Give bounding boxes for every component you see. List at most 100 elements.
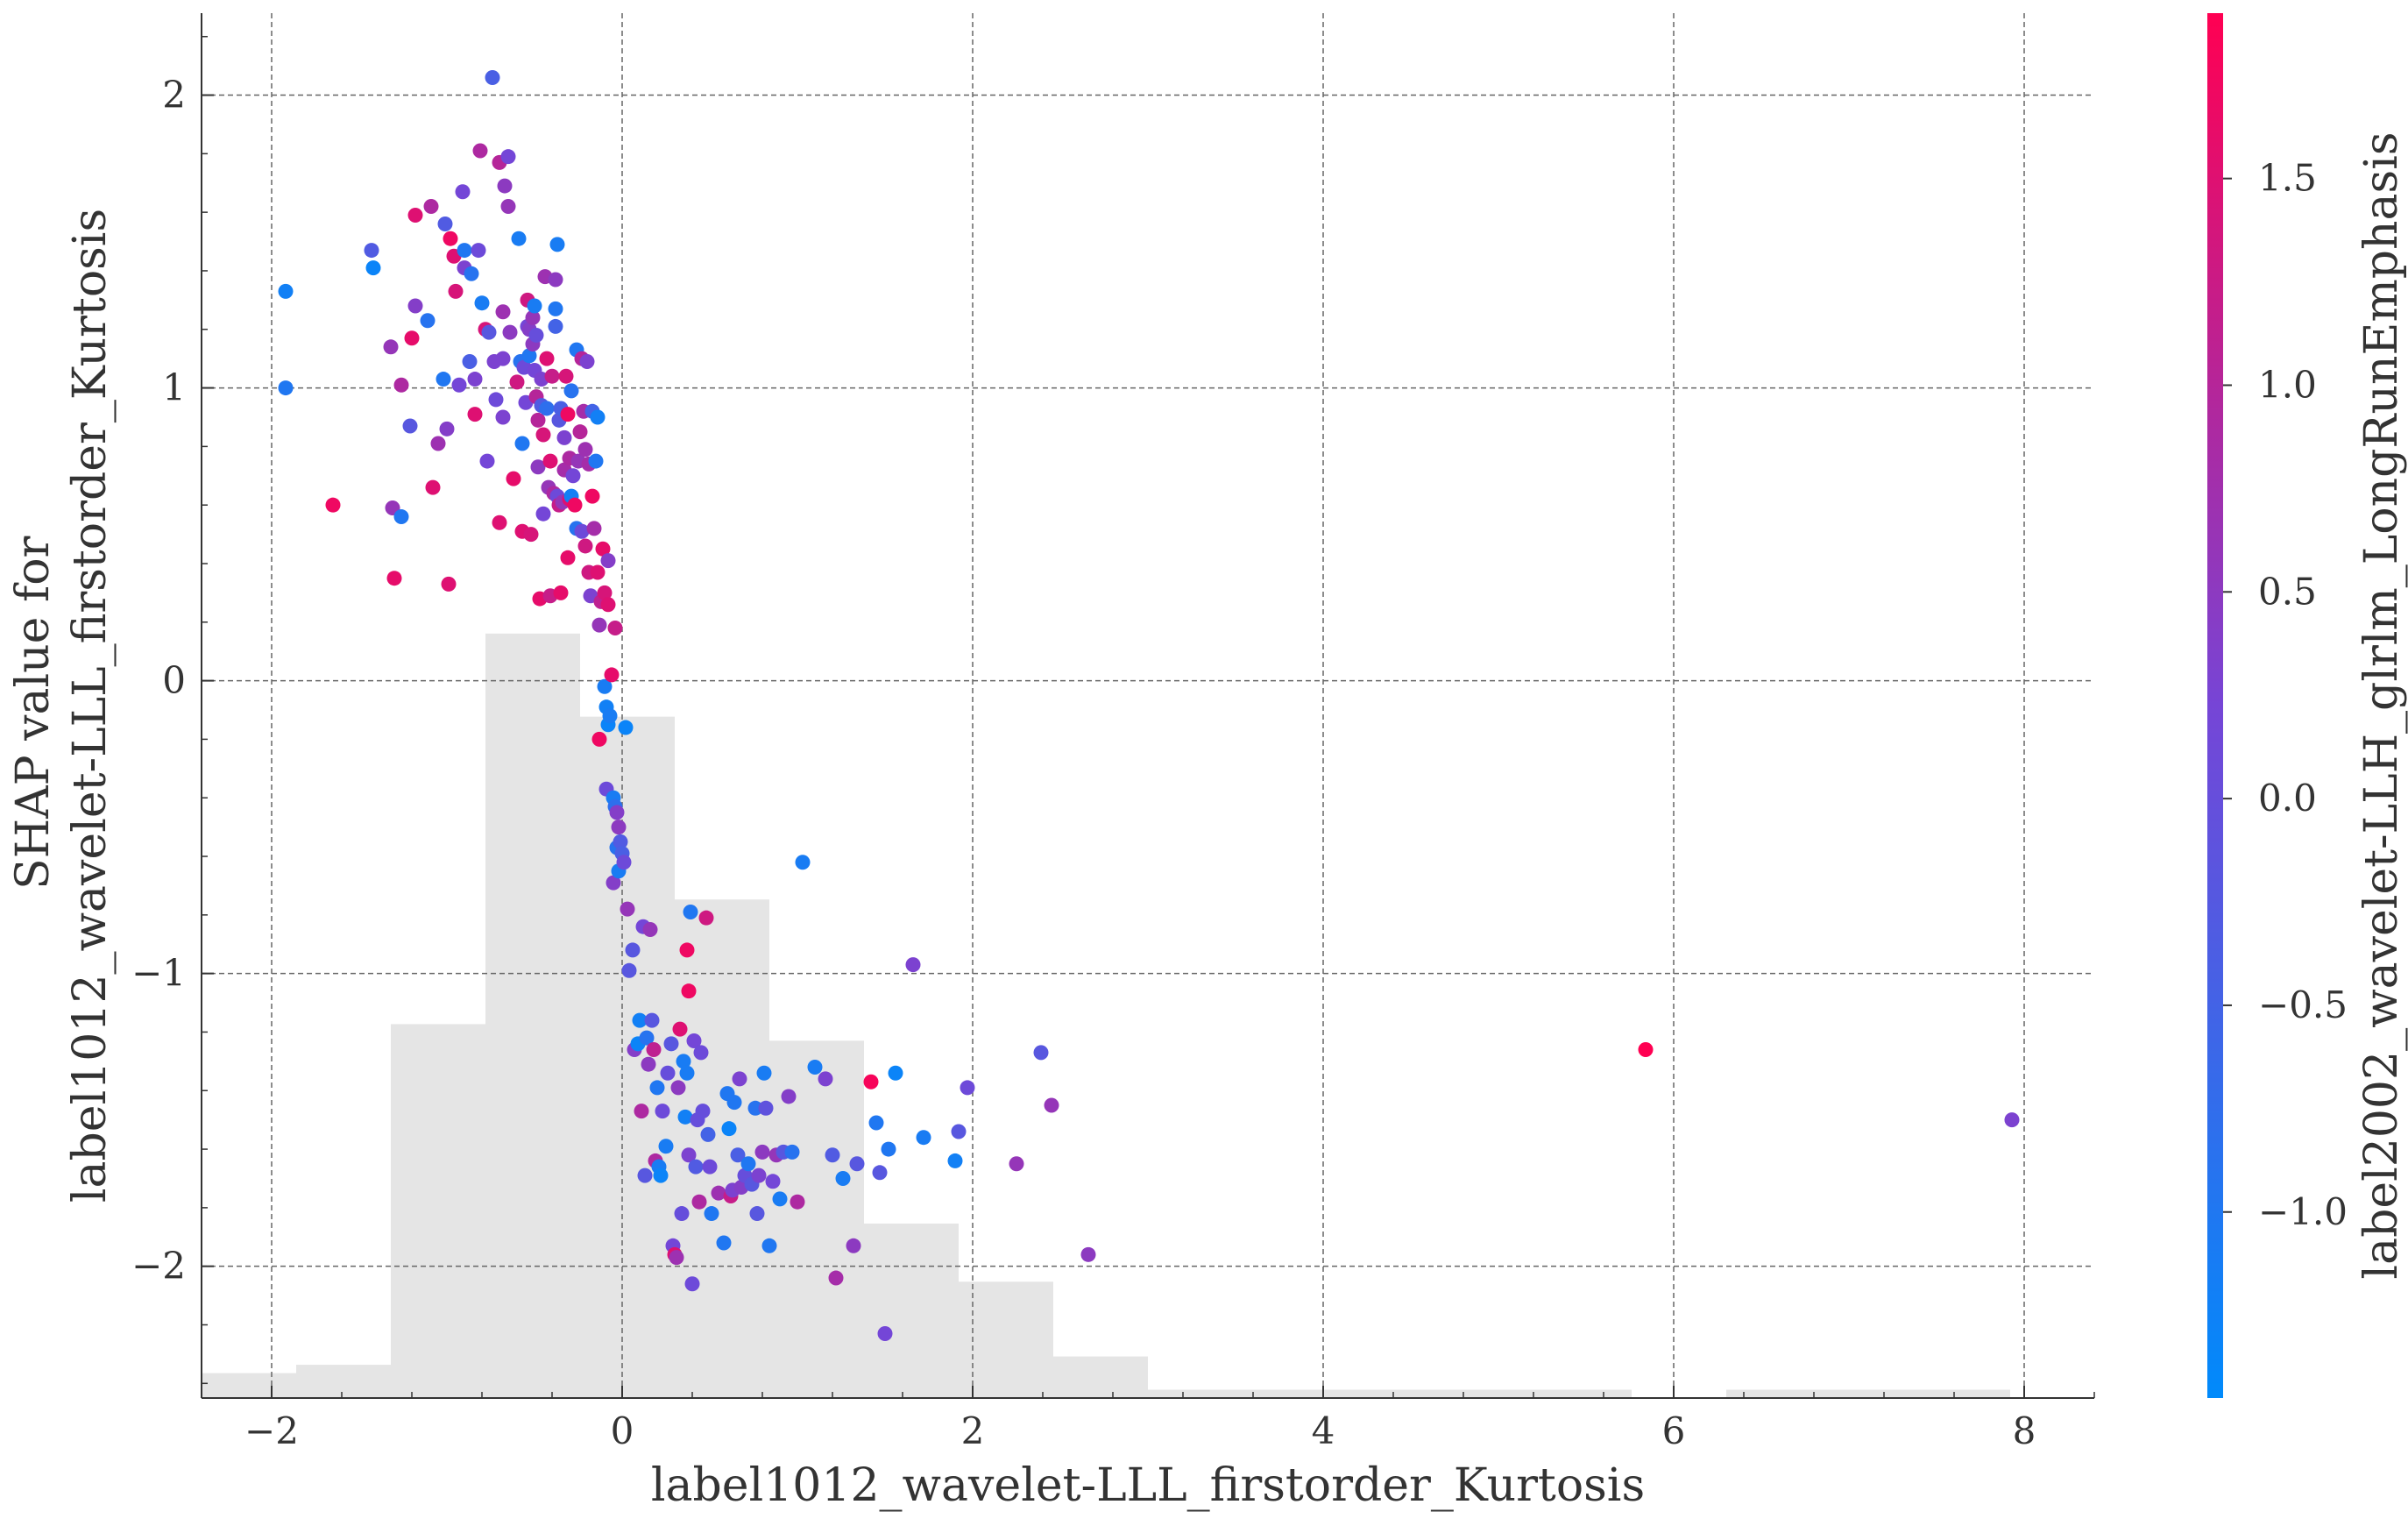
scatter-point (621, 962, 637, 978)
scatter-point (462, 354, 478, 370)
x-tick-label: 6 (1662, 1409, 1686, 1452)
scatter-point (514, 436, 530, 451)
scatter-point (872, 1165, 888, 1181)
scatter-point (439, 421, 455, 437)
scatter-point (443, 231, 458, 246)
colorbar-gradient (2207, 13, 2223, 1398)
scatter-point (590, 409, 606, 425)
scatter-point (553, 585, 569, 600)
scatter-point (618, 720, 634, 735)
scatter-point (676, 1054, 691, 1069)
scatter-point (577, 442, 593, 458)
scatter-point (849, 1156, 865, 1172)
histogram-bar (1053, 1356, 1148, 1398)
scatter-point (681, 1147, 697, 1163)
scatter-point (835, 1170, 851, 1186)
scatter-point (606, 875, 621, 891)
histogram-bar (580, 716, 675, 1398)
scatter-point (488, 392, 504, 408)
scatter-point (881, 1141, 896, 1157)
y-axis-label-line-2: label1012_wavelet-LLL_firstorder_Kurtosi… (64, 209, 117, 1203)
scatter-point (751, 1168, 767, 1183)
y-axis-ticks: −2 −1 0 1 2 (131, 35, 214, 1385)
scatter-point (407, 298, 423, 314)
scatter-point (535, 506, 551, 522)
scatter-point (740, 1156, 756, 1172)
scatter-point (702, 1159, 718, 1175)
scatter-point (556, 429, 572, 445)
scatter-point (591, 731, 607, 747)
scatter-point (600, 553, 616, 569)
scatter-point (597, 678, 613, 694)
scatter-point (481, 324, 497, 340)
scatter-point (888, 1065, 903, 1081)
scatter-point (535, 427, 551, 443)
scatter-point (527, 298, 542, 314)
scatter-point (672, 1021, 688, 1037)
scatter-point (620, 901, 635, 917)
scatter-point (688, 1159, 704, 1175)
scatter-point (539, 401, 555, 416)
scatter-point (386, 571, 402, 586)
scatter-point (1033, 1045, 1049, 1061)
colorbar-label: label2002_wavelet-LLH_glrlm_LongRunEmpha… (2355, 131, 2408, 1279)
scatter-point (683, 904, 698, 919)
x-tick-label: −2 (244, 1409, 299, 1452)
histogram-bar (959, 1281, 1053, 1398)
scatter-point (437, 216, 453, 232)
scatter-point (451, 377, 467, 393)
scatter-point (530, 412, 546, 428)
scatter-point (905, 957, 921, 973)
scatter-point (765, 1174, 781, 1189)
scatter-point (686, 1033, 702, 1048)
scatter-point (393, 509, 409, 525)
scatter-point (500, 149, 516, 165)
scatter-point (670, 1080, 686, 1096)
scatter-point (653, 1168, 669, 1183)
scatter-point (563, 383, 579, 399)
colorbar-tick-label: 1.0 (2258, 363, 2317, 406)
scatter-point (590, 564, 606, 580)
scatter-point (523, 527, 539, 543)
x-axis-ticks: −2 0 2 4 6 8 (244, 1386, 2095, 1452)
scatter-point (423, 198, 439, 214)
scatter-point (407, 207, 423, 223)
scatter-point (574, 523, 590, 539)
scatter-point (749, 1206, 765, 1222)
scatter-point (509, 374, 525, 390)
scatter-point (684, 1276, 700, 1292)
scatter-point (425, 479, 441, 495)
scatter-point (544, 368, 560, 384)
scatter-point (704, 1206, 719, 1222)
histogram-bar (296, 1365, 391, 1398)
scatter-point (548, 272, 563, 287)
y-tick-label: −2 (131, 1245, 186, 1288)
scatter-point (616, 855, 632, 870)
scatter-point (502, 324, 518, 340)
scatter-point (436, 372, 451, 387)
histogram-bar (864, 1223, 959, 1398)
scatter-point (639, 1030, 655, 1046)
scatter-point (960, 1080, 975, 1096)
scatter-point (549, 237, 565, 252)
scatter-point (548, 301, 563, 316)
scatter-point (632, 1012, 648, 1028)
scatter-point (611, 820, 627, 835)
scatter-point (495, 409, 511, 425)
scatter-point (641, 1056, 656, 1072)
scatter-point (457, 243, 472, 259)
scatter-point (721, 1121, 737, 1137)
scatter-point (691, 1194, 707, 1210)
y-tick-label: 1 (162, 366, 186, 409)
scatter-point (700, 1126, 716, 1142)
x-tick-label: 2 (961, 1409, 985, 1452)
scatter-point (681, 983, 697, 999)
scatter-point (825, 1147, 840, 1163)
x-tick-label: 8 (2013, 1409, 2036, 1452)
scatter-point (586, 521, 602, 536)
scatter-point (758, 1100, 774, 1116)
scatter-point (521, 348, 537, 364)
y-tick-label: 0 (162, 659, 186, 702)
scatter-point (634, 1104, 649, 1119)
scatter-point (695, 1104, 711, 1119)
